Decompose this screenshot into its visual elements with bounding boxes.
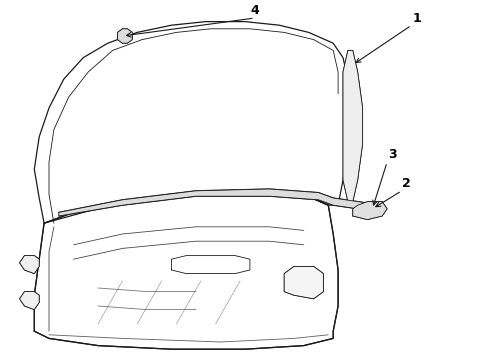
Text: 3: 3: [388, 148, 396, 161]
Text: 1: 1: [412, 12, 421, 24]
Polygon shape: [20, 292, 39, 310]
Polygon shape: [118, 29, 132, 43]
Polygon shape: [284, 266, 323, 299]
Polygon shape: [59, 189, 382, 216]
Text: 2: 2: [402, 177, 411, 190]
Polygon shape: [343, 50, 363, 202]
Polygon shape: [20, 256, 39, 274]
Polygon shape: [34, 191, 338, 349]
Polygon shape: [353, 202, 387, 220]
Text: 4: 4: [250, 4, 259, 17]
